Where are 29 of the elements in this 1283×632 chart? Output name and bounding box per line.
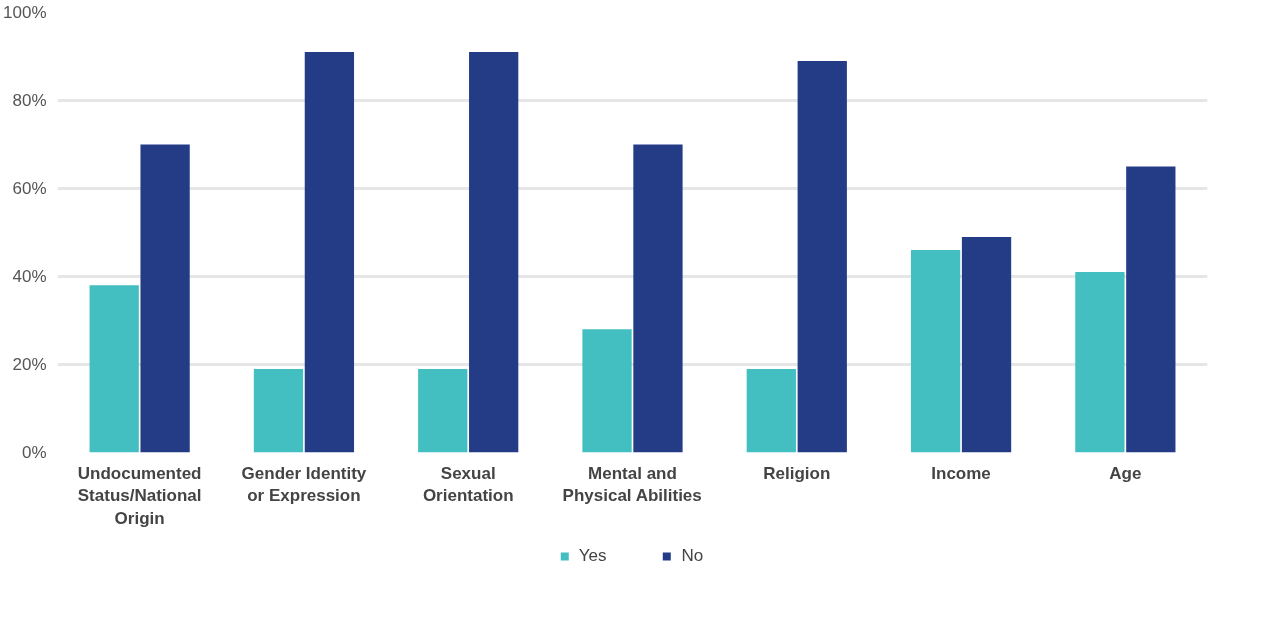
bar [418, 368, 468, 453]
bar [746, 368, 796, 453]
y-tick-label: 60% [12, 179, 47, 198]
bar [89, 285, 139, 453]
bar [140, 144, 190, 453]
bar [469, 52, 519, 453]
legend-label: Yes [578, 546, 607, 566]
bar [633, 144, 683, 453]
x-tick-label: Income [931, 463, 991, 483]
x-tick-label: Religion [763, 463, 831, 483]
y-tick-label: 80% [12, 91, 47, 110]
y-tick-label: 100% [3, 3, 47, 22]
bar [253, 368, 304, 453]
bar [304, 52, 355, 453]
y-tick-label: 20% [12, 355, 47, 374]
y-tick-label: 0% [21, 443, 47, 462]
y-tick-label: 40% [12, 267, 47, 286]
legend-label: No [681, 546, 704, 566]
x-tick-label: Age [1109, 463, 1142, 483]
x-tick-label: Sexual Orientation [422, 463, 514, 506]
bar [1075, 272, 1125, 453]
bar [961, 236, 1012, 453]
x-tick-label: Gender Identity or Expression [241, 463, 367, 506]
bar [1126, 166, 1176, 453]
bar [797, 60, 847, 453]
bar [582, 329, 632, 453]
x-tick-label: Mental and Physical Abilities [562, 463, 702, 506]
x-tick-label: Undocumented Status/National Origin [77, 463, 202, 529]
bar [910, 250, 961, 453]
